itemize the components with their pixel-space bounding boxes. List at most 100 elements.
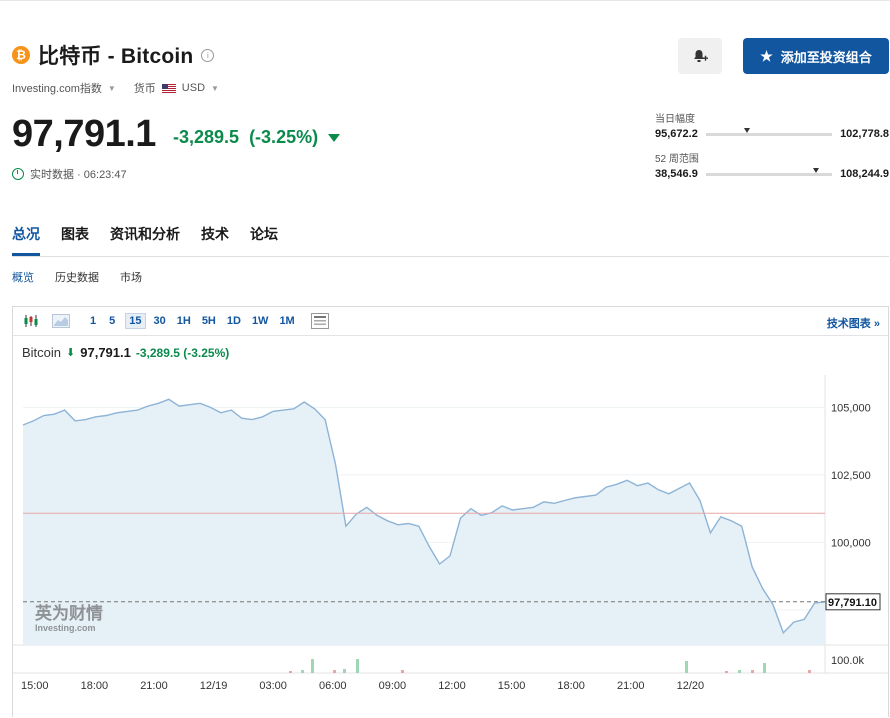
sub-tabs: 概览 历史数据 市场	[12, 269, 142, 285]
subtab-historical-data[interactable]: 历史数据	[55, 272, 99, 284]
realtime-label: 实时数据 · 06:23:47	[30, 169, 127, 181]
tab-chart[interactable]: 图表	[61, 226, 89, 242]
day-range-marker	[743, 127, 750, 133]
instrument-header: ₿ 比特币 - Bitcoin i	[12, 40, 215, 70]
volume-bar	[289, 671, 292, 673]
down-arrow-icon: ⬇	[66, 347, 76, 359]
star-icon: ★	[760, 47, 773, 64]
currency-selector[interactable]: USD	[181, 82, 206, 94]
bitcoin-coin-icon: ₿	[12, 46, 30, 64]
subtab-markets[interactable]: 市场	[120, 272, 142, 284]
subtab-overview[interactable]: 概览	[12, 272, 34, 284]
volume-bar	[356, 659, 359, 673]
last-price: 97,791.1	[12, 113, 156, 155]
x-tick-label: 15:00	[21, 680, 49, 692]
tab-overview[interactable]: 总况	[12, 226, 40, 256]
change-percent: (-3.25%)	[249, 127, 319, 147]
last-price-tag: 97,791.10	[825, 593, 881, 611]
day-range: 当日幅度 95,672.2 102,778.8	[655, 110, 889, 140]
currency-label: 货币	[133, 83, 156, 95]
interval-1h[interactable]: 1H	[176, 315, 191, 327]
x-tick-label: 09:00	[379, 680, 407, 692]
volume-bar	[343, 669, 346, 673]
tab-forum[interactable]: 论坛	[250, 226, 278, 242]
technical-chart-link[interactable]: 技术图表 »	[826, 318, 880, 330]
interval-1d[interactable]: 1D	[226, 315, 241, 327]
day-low: 95,672.2	[655, 128, 698, 140]
x-tick-label: 18:00	[81, 680, 109, 692]
week52-range-label: 52 周范围	[655, 154, 699, 165]
price-chart: 1 5 15 30 1H 5H 1D 1W 1M 技术图表 » Bitcoin …	[12, 306, 889, 717]
watermark-cn: 英为财情	[35, 603, 103, 624]
x-tick-label: 21:00	[140, 680, 168, 692]
x-tick-label: 06:00	[319, 680, 347, 692]
interval-1w[interactable]: 1W	[251, 315, 269, 327]
price-line	[22, 398, 826, 635]
chevron-down-icon[interactable]: ▼	[107, 83, 116, 93]
add-to-portfolio-label: 添加至投资组合	[780, 49, 872, 65]
candlestick-icon[interactable]	[23, 314, 39, 328]
page-title: 比特币 - Bitcoin	[38, 45, 194, 68]
week52-range-bar	[705, 167, 833, 176]
x-tick-label: 12:00	[438, 680, 466, 692]
volume-bar	[725, 671, 728, 673]
y-tick-label: 105,000	[831, 402, 871, 414]
x-tick-label: 12/19	[200, 680, 228, 692]
week52-range-marker	[813, 167, 820, 173]
chart-legend: Bitcoin ⬇ 97,791.1 -3,289.5 (-3.25%)	[22, 345, 229, 360]
x-tick-label: 21:00	[617, 680, 645, 692]
day-range-bar	[705, 127, 833, 136]
price-area-fill	[23, 399, 825, 645]
clock-icon	[12, 168, 24, 180]
day-high: 102,778.8	[840, 128, 889, 140]
interval-1[interactable]: 1	[90, 315, 97, 327]
change-value: -3,289.5	[173, 127, 240, 147]
chevron-down-icon[interactable]: ▼	[211, 83, 219, 93]
interval-5h[interactable]: 5H	[201, 315, 216, 327]
volume-bar	[401, 670, 404, 673]
day-range-label: 当日幅度	[655, 114, 695, 125]
interval-5[interactable]: 5	[109, 315, 116, 327]
x-tick-label: 03:00	[259, 680, 287, 692]
y-tick-label: 100,000	[831, 537, 871, 549]
chart-plot-area: 105,000 102,500 100,000 15:00 18:00 21:00 12/…	[13, 375, 888, 692]
week52-low: 38,546.9	[655, 168, 698, 180]
week52-range: 52 周范围 38,546.9 108,244.9	[655, 150, 889, 180]
volume-axis-label: 100.0k	[831, 655, 865, 667]
x-tick-label: 12/20	[677, 680, 705, 692]
price-alert-button[interactable]	[678, 38, 722, 74]
volume-bar	[808, 670, 811, 673]
volume-bar	[685, 661, 688, 673]
meta-row: Investing.com指数 ▼ 货币 USD ▼	[12, 80, 219, 96]
x-tick-label: 18:00	[557, 680, 585, 692]
tab-technical[interactable]: 技术	[201, 226, 229, 242]
interval-1m[interactable]: 1M	[279, 315, 295, 327]
top-divider	[0, 0, 890, 1]
chart-toolbar: 1 5 15 30 1H 5H 1D 1W 1M 技术图表 »	[13, 307, 888, 336]
area-chart-icon[interactable]	[52, 314, 70, 328]
x-tick-label: 15:00	[498, 680, 526, 692]
us-flag-icon	[161, 83, 176, 93]
week52-high: 108,244.9	[840, 168, 889, 180]
index-selector[interactable]: Investing.com指数	[12, 83, 102, 95]
volume-bar	[738, 670, 741, 673]
legend-price: 97,791.1	[80, 345, 131, 360]
down-arrow-icon	[328, 133, 341, 142]
volume-bar	[301, 670, 304, 673]
investing-watermark: 英为财情 Investing.com	[35, 603, 103, 633]
interval-15[interactable]: 15	[125, 313, 146, 329]
chart-settings-icon[interactable]	[310, 313, 329, 329]
volume-bar	[311, 659, 314, 673]
watermark-en: Investing.com	[35, 623, 96, 633]
tabs-divider	[12, 256, 889, 257]
add-to-portfolio-button[interactable]: ★ 添加至投资组合	[743, 38, 889, 74]
tab-news-analysis[interactable]: 资讯和分析	[110, 226, 180, 242]
interval-30[interactable]: 30	[153, 315, 166, 327]
y-tick-label: 102,500	[831, 470, 871, 482]
volume-bar	[751, 670, 754, 673]
info-icon[interactable]: i	[201, 48, 215, 62]
price-change: -3,289.5 (-3.25%)	[173, 127, 341, 148]
legend-name: Bitcoin	[22, 345, 62, 360]
volume-bar	[333, 670, 336, 673]
volume-bar	[763, 663, 766, 673]
